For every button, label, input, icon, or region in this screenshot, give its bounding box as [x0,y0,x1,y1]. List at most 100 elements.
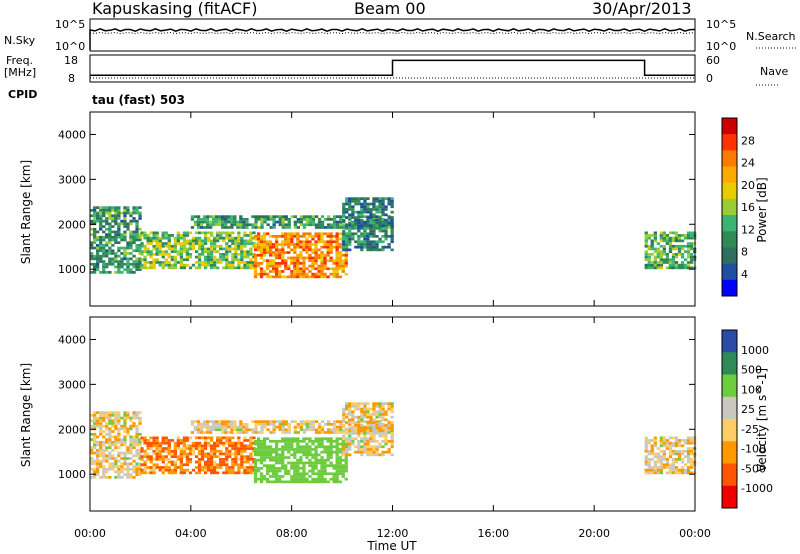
heatmap-cell [209,223,213,227]
heatmap-cell [120,476,124,479]
heatmap-cell [90,419,94,423]
heatmap-cell [323,461,327,465]
heatmap-cell [275,270,279,273]
heatmap-cell [647,247,651,251]
cpid-value: tau (fast) 503 [92,93,185,107]
heatmap-cell [200,458,205,461]
heatmap-cell [259,472,264,476]
heatmap-cell [256,237,261,241]
heatmap-cell [317,223,322,227]
heatmap-cell [686,236,691,240]
heatmap-cell [111,465,115,468]
heatmap-cell [257,218,261,221]
heatmap-cell [296,232,300,236]
heatmap-cell [138,432,142,436]
heatmap-cell [662,234,666,237]
heatmap-cell [296,240,300,244]
heatmap-cell [671,436,676,440]
heatmap-cell [302,477,306,481]
heatmap-cell [216,471,220,475]
heatmap-cell [308,275,312,279]
heatmap-cell [372,229,376,233]
heatmap-cell [111,467,115,471]
heatmap-cell [182,471,187,475]
heatmap-cell [284,237,288,241]
heatmap-cell [650,266,654,270]
heatmap-cell [272,431,276,434]
heatmap-cell [339,420,343,423]
heatmap-cell [278,264,282,268]
heatmap-cell [278,272,282,276]
colorbar-swatch [722,150,737,168]
heatmap-cell [269,270,273,273]
heatmap-cell [105,470,109,474]
heatmap-cell [332,235,336,238]
heatmap-cell [140,463,144,467]
heatmap-cell [209,431,213,434]
heatmap-cell [659,261,663,264]
heatmap-cell [185,242,190,245]
heatmap-cell [158,468,162,472]
heatmap-cell [108,422,112,425]
heatmap-cell [275,420,279,423]
heatmap-cell [683,258,688,262]
heatmap-cell [190,420,195,423]
heatmap-cell [677,234,682,237]
heatmap-cell [308,423,313,426]
heatmap-cell [99,214,103,218]
heatmap-cell [203,263,208,267]
heatmap-cell [311,453,315,457]
heatmap-cell [339,423,343,426]
heatmap-cell [366,421,370,424]
heatmap-cell [272,425,276,429]
heatmap-cell [342,415,346,419]
heatmap-cell [384,429,388,432]
heatmap-cell [354,218,358,222]
heatmap-cell [203,247,208,251]
heatmap-cell [233,423,237,426]
heatmap-cell [375,243,379,246]
heatmap-cell [320,440,324,443]
heatmap-cell [305,245,309,249]
heatmap-cell [197,471,202,475]
heatmap-cell [199,423,204,426]
heatmap-cell [90,227,94,231]
heatmap-cell [363,420,367,423]
heatmap-cell [231,460,235,464]
heatmap-cell [351,205,355,209]
heatmap-cell [129,252,133,255]
heatmap-cell [354,432,358,435]
heatmap-cell [366,432,370,435]
heatmap-cell [302,431,307,434]
heatmap-cell [249,458,253,461]
heatmap-cell [375,227,379,230]
heatmap-cell [293,262,297,265]
heatmap-cell [143,244,147,248]
heatmap-cell [314,248,318,252]
heatmap-cell [185,258,190,262]
heatmap-cell [275,480,279,484]
heatmap-cell [152,444,156,448]
heatmap-cell [126,427,130,431]
heatmap-cell [323,431,328,434]
heatmap-cell [357,407,361,411]
heatmap-cell [375,248,379,252]
heatmap-cell [234,242,238,245]
colorbar-swatch [722,247,737,265]
heatmap-cell [290,243,294,246]
heatmap-cell [293,243,297,246]
heatmap-cell [348,407,352,411]
heatmap-cell [256,240,261,244]
heatmap-cell [293,456,297,459]
heatmap-cell [173,261,177,264]
heatmap-cell [653,468,657,472]
heatmap-cell [360,232,364,236]
heatmap-cell [93,411,97,414]
heatmap-cell [222,452,226,456]
heatmap-cell [296,218,300,221]
heatmap-cell [108,230,112,234]
heatmap-cell [102,476,106,479]
heatmap-cell [203,258,208,262]
heatmap-cell [114,209,118,212]
heatmap-cell [360,415,364,419]
